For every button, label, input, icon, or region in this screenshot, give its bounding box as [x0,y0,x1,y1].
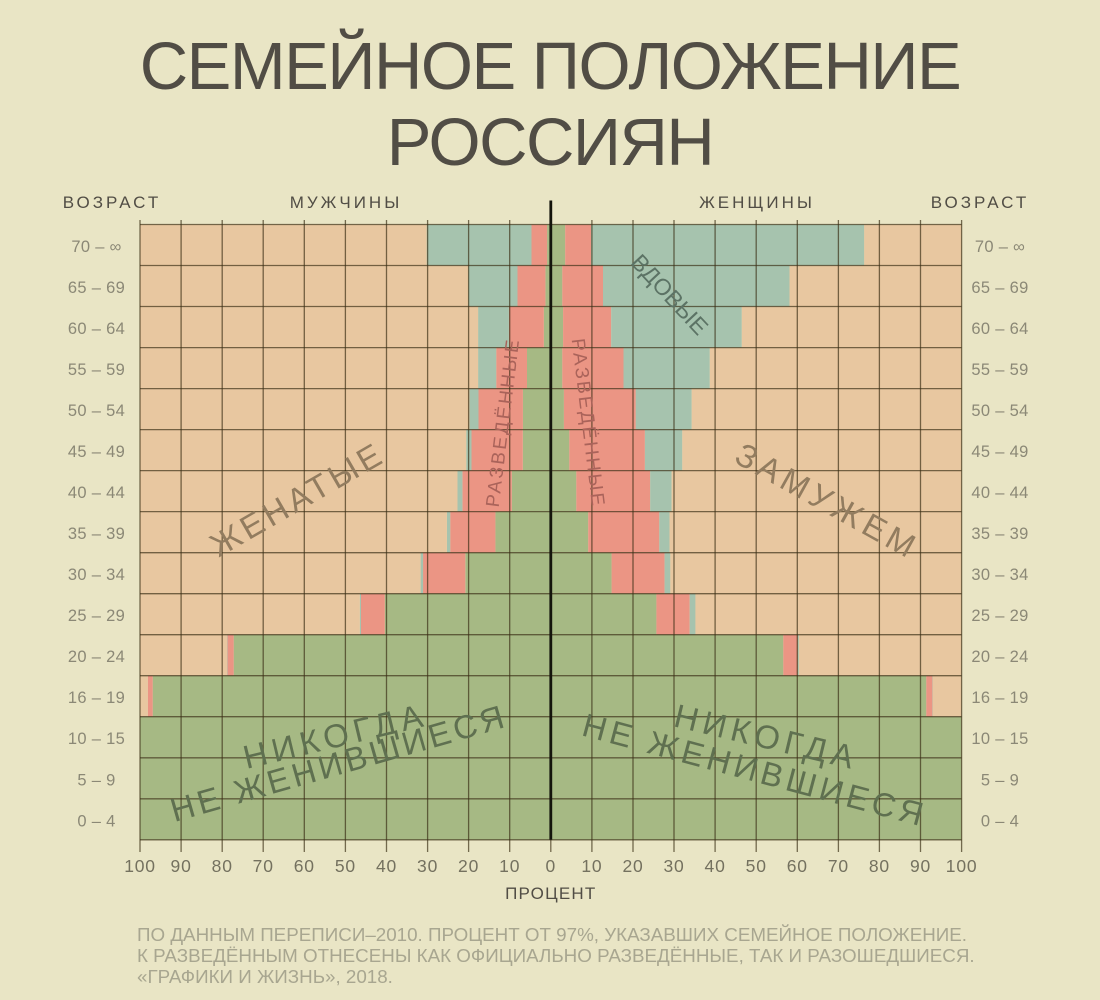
svg-text:МУЖЧИНЫ: МУЖЧИНЫ [290,193,403,212]
svg-text:50 – 54: 50 – 54 [68,402,125,420]
svg-text:10 – 15: 10 – 15 [68,730,125,748]
svg-text:65 – 69: 65 – 69 [68,279,125,297]
svg-text:16 – 19: 16 – 19 [971,689,1028,707]
svg-text:50: 50 [746,856,767,876]
svg-text:10: 10 [581,856,602,876]
svg-text:100: 100 [124,856,156,876]
svg-text:30: 30 [417,856,438,876]
svg-text:100: 100 [946,856,978,876]
svg-text:ВОЗРАСТ: ВОЗРАСТ [931,193,1030,212]
svg-text:60 – 64: 60 – 64 [971,320,1028,338]
svg-text:80: 80 [869,856,890,876]
svg-text:ПО ДАННЫМ ПЕРЕПИСИ–2010. ПРОЦЕ: ПО ДАННЫМ ПЕРЕПИСИ–2010. ПРОЦЕНТ ОТ 97%,… [137,924,967,945]
svg-text:60: 60 [787,856,808,876]
svg-text:20 – 24: 20 – 24 [68,648,125,666]
svg-text:90: 90 [910,856,931,876]
svg-text:60: 60 [294,856,315,876]
svg-text:0 – 4: 0 – 4 [981,812,1019,830]
svg-text:55 – 59: 55 – 59 [971,361,1028,379]
svg-text:10 – 15: 10 – 15 [971,730,1028,748]
svg-text:30 – 34: 30 – 34 [971,566,1028,584]
svg-text:20: 20 [622,856,643,876]
svg-text:60 – 64: 60 – 64 [68,320,125,338]
svg-text:90: 90 [171,856,192,876]
svg-text:70 – ∞: 70 – ∞ [71,238,121,256]
svg-text:30: 30 [663,856,684,876]
svg-text:20: 20 [458,856,479,876]
svg-text:ПРОЦЕНТ: ПРОЦЕНТ [505,884,596,903]
svg-text:65 – 69: 65 – 69 [971,279,1028,297]
svg-text:10: 10 [499,856,520,876]
svg-text:К РАЗВЕДЁННЫМ ОТНЕСЕНЫ КАК ОФИ: К РАЗВЕДЁННЫМ ОТНЕСЕНЫ КАК ОФИЦИАЛЬНО РА… [137,945,975,966]
svg-text:70 – ∞: 70 – ∞ [975,238,1025,256]
svg-text:35 – 39: 35 – 39 [971,525,1028,543]
svg-text:70: 70 [253,856,274,876]
svg-text:45 – 49: 45 – 49 [68,443,125,461]
svg-text:50 – 54: 50 – 54 [971,402,1028,420]
svg-text:16 – 19: 16 – 19 [68,689,125,707]
svg-text:35 – 39: 35 – 39 [68,525,125,543]
svg-text:ВОЗРАСТ: ВОЗРАСТ [63,193,162,212]
svg-text:25 – 29: 25 – 29 [971,607,1028,625]
svg-text:ЖЕНЩИНЫ: ЖЕНЩИНЫ [699,193,815,212]
svg-text:40 – 44: 40 – 44 [68,484,125,502]
svg-text:0: 0 [546,856,557,876]
svg-text:5 – 9: 5 – 9 [981,771,1019,789]
svg-text:50: 50 [335,856,356,876]
svg-text:40: 40 [376,856,397,876]
svg-text:40 – 44: 40 – 44 [971,484,1028,502]
svg-text:40: 40 [705,856,726,876]
svg-text:0 – 4: 0 – 4 [77,812,115,830]
svg-text:55 – 59: 55 – 59 [68,361,125,379]
svg-text:70: 70 [828,856,849,876]
svg-text:«ГРАФИКИ И ЖИЗНЬ», 2018.: «ГРАФИКИ И ЖИЗНЬ», 2018. [137,966,393,987]
svg-text:30 – 34: 30 – 34 [68,566,125,584]
svg-text:20 – 24: 20 – 24 [971,648,1028,666]
svg-text:80: 80 [212,856,233,876]
svg-text:25 – 29: 25 – 29 [68,607,125,625]
svg-text:5 – 9: 5 – 9 [77,771,115,789]
svg-text:45 – 49: 45 – 49 [971,443,1028,461]
